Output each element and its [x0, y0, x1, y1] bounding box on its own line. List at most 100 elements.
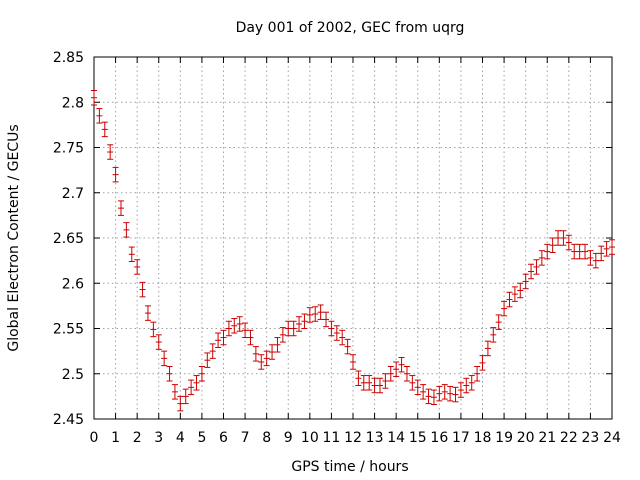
data-point: [204, 352, 211, 368]
data-point: [517, 282, 524, 299]
data-point: [355, 370, 362, 387]
data-point: [533, 259, 540, 275]
data-point: [171, 384, 178, 400]
axis-ticks: [93, 56, 613, 420]
data-point: [333, 325, 340, 341]
data-point: [263, 350, 270, 367]
data-point: [350, 354, 356, 370]
x-tick-label: 7: [241, 430, 250, 446]
x-tick-label: 13: [366, 430, 384, 446]
data-point: [609, 239, 615, 255]
data-point: [301, 313, 308, 329]
data-point: [344, 338, 351, 355]
data-point: [398, 356, 405, 373]
data-point: [447, 385, 454, 402]
data-point: [91, 89, 97, 106]
y-tick-labels: 2.45 2.5 2.55 2.6 2.65 2.7 2.75 2.8 2.85: [53, 50, 84, 428]
x-tick-label: 12: [344, 430, 362, 446]
x-tick-label: 17: [452, 430, 470, 446]
data-point: [312, 306, 319, 322]
data-point: [528, 263, 535, 280]
data-point: [382, 373, 389, 389]
x-tick-label: 24: [603, 430, 621, 446]
data-point: [603, 241, 610, 257]
data-point: [403, 366, 410, 382]
x-tick-label: 22: [560, 430, 578, 446]
y-tick-label: 2.5: [62, 367, 84, 383]
data-point: [420, 384, 427, 400]
data-point: [123, 222, 130, 238]
data-point: [112, 166, 119, 183]
y-tick-label: 2.75: [53, 141, 84, 157]
data-point: [182, 388, 189, 405]
data-point: [209, 343, 216, 359]
data-point: [279, 327, 286, 343]
x-tick-label: 10: [301, 430, 319, 446]
x-tick-label: 2: [133, 430, 142, 446]
x-tick-label: 6: [219, 430, 228, 446]
data-point: [306, 307, 313, 323]
data-point: [269, 344, 276, 360]
data-point: [150, 321, 157, 338]
data-point: [128, 246, 135, 263]
data-point: [290, 320, 297, 337]
data-point: [506, 291, 513, 308]
x-tick-label: 0: [90, 430, 99, 446]
data-point: [490, 327, 497, 343]
data-point: [441, 384, 448, 400]
x-tick-label: 8: [262, 430, 271, 446]
data-point: [387, 366, 394, 382]
x-tick-label: 23: [582, 430, 600, 446]
data-point: [360, 375, 367, 391]
data-point: [323, 311, 330, 328]
data-point: [555, 230, 562, 246]
data-point: [511, 286, 518, 302]
data-point: [576, 243, 583, 260]
y-tick-label: 2.45: [53, 412, 84, 428]
data-point: [96, 108, 103, 124]
x-tick-label: 1: [111, 430, 120, 446]
data-point: [495, 314, 502, 330]
data-point: [436, 385, 443, 402]
data-point: [468, 375, 475, 391]
data-point: [139, 281, 146, 298]
data-point: [101, 121, 108, 138]
data-point: [393, 361, 400, 377]
data-point: [225, 320, 232, 337]
data-point: [463, 377, 470, 394]
x-tick-label: 19: [495, 430, 513, 446]
y-tick-label: 2.7: [62, 186, 84, 202]
chart-title: Day 001 of 2002, GEC from uqrg: [236, 20, 465, 36]
data-point: [161, 350, 168, 367]
data-point: [582, 243, 589, 260]
x-tick-label: 16: [430, 430, 448, 446]
x-tick-label: 9: [284, 430, 293, 446]
data-point: [544, 243, 551, 260]
data-point: [366, 375, 373, 391]
data-point: [317, 304, 324, 320]
data-point: [134, 259, 141, 275]
plot-frame: [93, 56, 613, 420]
data-point: [188, 379, 195, 396]
y-tick-label: 2.55: [53, 322, 84, 338]
data-point: [538, 250, 545, 266]
data-point: [549, 237, 556, 253]
data-point: [457, 382, 464, 398]
x-tick-label: 4: [176, 430, 185, 446]
data-point: [484, 340, 491, 357]
data-point: [328, 320, 335, 337]
data-point: [376, 377, 383, 394]
x-tick-label: 14: [387, 430, 405, 446]
data-point: [247, 329, 254, 346]
data-point: [565, 234, 572, 251]
x-tick-label: 20: [517, 430, 535, 446]
data-point: [107, 144, 114, 160]
data-point: [425, 388, 432, 405]
y-tick-label: 2.6: [62, 276, 84, 292]
x-tick-label: 3: [154, 430, 163, 446]
data-point: [587, 250, 594, 266]
y-tick-label: 2.8: [62, 95, 84, 111]
data-point: [371, 377, 378, 394]
data-point: [414, 379, 421, 396]
